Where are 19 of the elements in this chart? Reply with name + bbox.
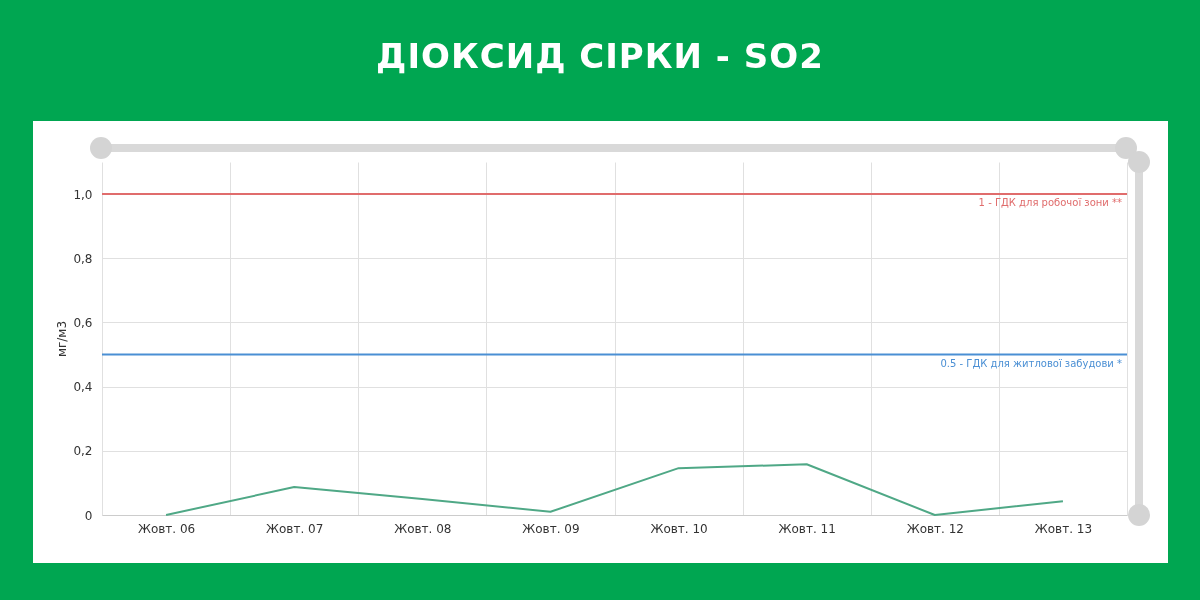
x-tick-label: Жовт. 06 bbox=[137, 521, 196, 536]
x-tick-label: Жовт. 09 bbox=[522, 521, 580, 536]
line-series bbox=[165, 463, 1064, 516]
x-tick-label: Жовт. 08 bbox=[394, 521, 452, 536]
x-tick-label: Жовт. 07 bbox=[266, 521, 324, 536]
x-tick-label: Жовт. 10 bbox=[650, 521, 708, 536]
x-tick-label: Жовт. 11 bbox=[778, 521, 836, 536]
y-tick-label: 0,8 bbox=[73, 251, 93, 266]
y-tick-label: 0,6 bbox=[73, 315, 93, 330]
y-tick-label: 1,0 bbox=[73, 187, 93, 202]
y-tick-label: 0,2 bbox=[73, 444, 93, 459]
x-tick-label: Жовт. 13 bbox=[1034, 521, 1093, 536]
y-axis-title: мг/м3 bbox=[55, 320, 70, 358]
ref-line-label: 0.5 - ГДК для житлової забудови * bbox=[940, 357, 1122, 369]
x-tick-label: Жовт. 12 bbox=[906, 521, 964, 536]
y-tick-label: 0,4 bbox=[73, 380, 93, 395]
chart-title: ДІОКСИД СІРКИ - SO2 bbox=[375, 36, 825, 76]
ref-line-label: 1 - ГДК для робочої зони ** bbox=[978, 197, 1122, 209]
y-tick-label: 0 bbox=[84, 508, 93, 523]
